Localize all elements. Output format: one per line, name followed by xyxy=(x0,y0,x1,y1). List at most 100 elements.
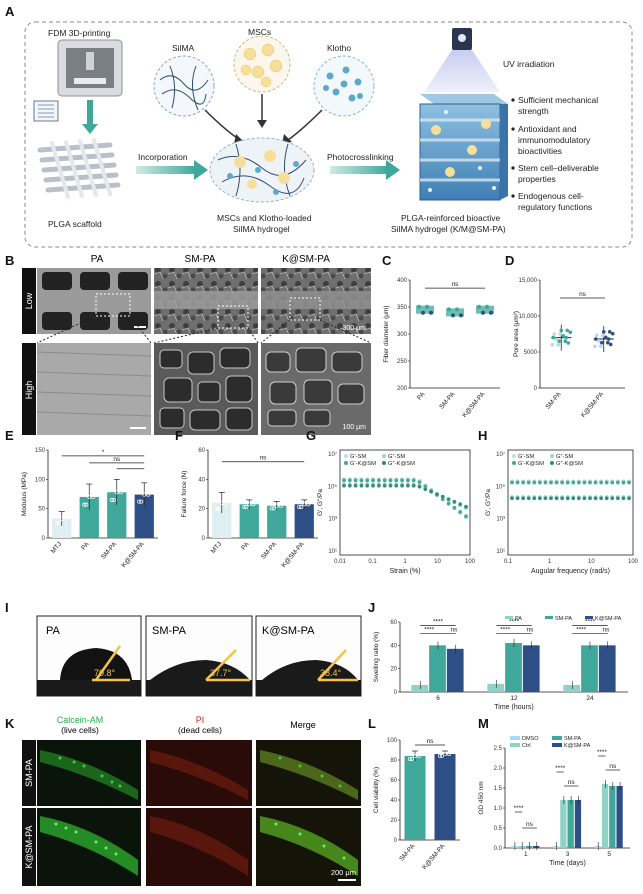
j-legend-marker xyxy=(585,616,593,619)
g-legend-marker xyxy=(344,454,348,458)
g-legend-label: G″-SM xyxy=(388,454,405,460)
c-xtick-label: PA xyxy=(416,390,427,401)
g-series-point xyxy=(382,483,387,488)
m-xtick-label: 5 xyxy=(607,851,611,858)
h-series-point xyxy=(565,496,570,501)
d-point xyxy=(601,330,606,334)
c-point xyxy=(459,313,463,318)
j-bar xyxy=(429,645,446,692)
j-legend-marker xyxy=(505,616,513,619)
e-xtick-label: SM-PA xyxy=(100,540,119,560)
d-point xyxy=(563,339,568,344)
m-label: M xyxy=(478,716,489,731)
h-series-point xyxy=(615,496,620,501)
mscs-label: MSCs xyxy=(248,27,271,37)
d-ytick-label: 10,000 xyxy=(519,314,538,320)
c-point xyxy=(417,304,421,309)
h-series-point xyxy=(532,480,537,485)
j-bar xyxy=(522,645,540,692)
pi-label: PI xyxy=(196,715,205,725)
e-point xyxy=(119,482,124,487)
l-point xyxy=(439,753,445,758)
bullet-1-line-1: Sufficient mechanical xyxy=(518,95,598,105)
e-point xyxy=(92,487,97,492)
j-legend-label: PA xyxy=(515,616,522,622)
j-sig-label: **** xyxy=(585,619,596,626)
j-bar xyxy=(505,643,522,692)
d-point xyxy=(556,343,561,347)
h-legend-marker xyxy=(512,454,516,458)
c-point xyxy=(447,307,451,312)
bioactive-hydrogel-label-1: PLGA-reinforced bioactive xyxy=(401,213,500,223)
d-point xyxy=(608,342,613,347)
d-ytick-label: 5000 xyxy=(524,350,538,356)
c-mean-box xyxy=(416,305,434,314)
j-label: J xyxy=(368,600,375,615)
d-point xyxy=(568,330,573,335)
g-ytick-label: 10³ xyxy=(328,517,337,523)
c-xtick-label: K@SM-PA xyxy=(461,390,487,419)
e-point xyxy=(146,492,151,497)
silma-circle xyxy=(153,55,215,117)
e-point xyxy=(54,520,59,525)
f-point xyxy=(251,502,256,507)
j-xlabel: Time (hours) xyxy=(494,704,533,711)
f-bar xyxy=(239,504,259,538)
loaded-hydrogel-label-1: MSCs and Klotho-loaded xyxy=(217,213,312,223)
d-point xyxy=(558,332,563,336)
bullet-2-line-1: Antioxidant and xyxy=(518,124,577,134)
f-xtick-label: K@SM-PA xyxy=(280,540,306,569)
f-xtick-label: MTJ xyxy=(210,541,223,555)
g-series-point xyxy=(423,487,428,492)
f-point xyxy=(307,499,312,504)
d-ytick-label: 15,000 xyxy=(519,278,538,284)
j-ytick-label: 20 xyxy=(390,667,397,673)
e-point xyxy=(64,512,69,517)
j-sig-label: **** xyxy=(433,619,444,626)
m-bar xyxy=(616,786,623,848)
l-xtick-label: SM-PA xyxy=(398,842,417,862)
photocrosslinking-arrow xyxy=(330,166,388,174)
dead-cells-label: (dead cells) xyxy=(178,725,222,735)
d-point xyxy=(551,335,556,340)
j-sig-label: **** xyxy=(500,627,511,634)
g-xtick-label: 100 xyxy=(465,559,476,565)
e-bar xyxy=(79,496,99,538)
j-sig-label: ns xyxy=(451,627,459,634)
m-bar xyxy=(594,846,601,848)
e-label: E xyxy=(5,428,14,443)
f-bar xyxy=(212,502,232,538)
fluor-merge-smpa xyxy=(256,740,361,806)
g-series-point xyxy=(353,483,358,488)
sem-low-smpa xyxy=(154,268,258,334)
m-sig-label: **** xyxy=(597,749,608,756)
panel-k-label: K xyxy=(5,716,15,731)
m-bar xyxy=(552,846,560,848)
j-ylabel: Swelling ratio (%) xyxy=(373,632,380,683)
j-ytick-label: 40 xyxy=(390,643,397,649)
h-series-point xyxy=(554,480,559,485)
h-series-point xyxy=(560,496,565,501)
g-series-point xyxy=(388,478,393,483)
f-point xyxy=(297,504,302,509)
g-series-point xyxy=(394,483,399,488)
e-sig-label: ns xyxy=(113,456,121,463)
m-bar xyxy=(518,846,525,848)
m-bar xyxy=(525,846,533,848)
h-series-point xyxy=(593,480,598,485)
h-series-point xyxy=(526,480,531,485)
f-point xyxy=(244,504,249,509)
l-point xyxy=(416,753,422,759)
h-series-point xyxy=(543,480,548,485)
h-series-point xyxy=(604,496,609,501)
h-label: H xyxy=(478,428,487,443)
h-series-point xyxy=(627,480,631,485)
j-sig-label: ns xyxy=(603,627,611,634)
h-series-point xyxy=(510,496,514,501)
l-xtick-label: K@SM-PA xyxy=(421,842,447,871)
g-legend-label: G′-K@SM xyxy=(350,461,376,467)
l-label: L xyxy=(368,716,376,731)
l-ytick-label: 40 xyxy=(390,798,397,804)
